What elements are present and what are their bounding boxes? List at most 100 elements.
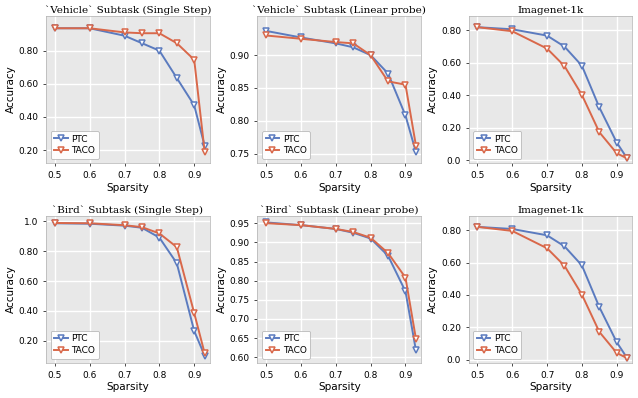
TACO	[51, 220, 59, 225]
PTC	[350, 45, 357, 50]
PTC	[384, 254, 392, 258]
PTC	[508, 27, 516, 32]
X-axis label: Sparsity: Sparsity	[529, 183, 572, 193]
TACO	[412, 336, 420, 341]
PTC	[613, 340, 621, 345]
PTC	[367, 53, 375, 58]
PTC	[86, 26, 94, 31]
PTC	[138, 225, 145, 230]
Legend: PTC, TACO: PTC, TACO	[473, 131, 521, 159]
PTC	[332, 41, 339, 46]
TACO	[297, 223, 305, 228]
TACO	[262, 221, 270, 226]
TACO	[595, 130, 603, 135]
TACO	[543, 46, 551, 51]
TACO	[508, 228, 516, 233]
Title: `Bird` Subtask (Linear probe): `Bird` Subtask (Linear probe)	[260, 205, 419, 215]
PTC	[332, 226, 339, 231]
TACO	[595, 330, 603, 334]
TACO	[201, 351, 209, 356]
PTC	[473, 224, 481, 229]
TACO	[613, 151, 621, 156]
PTC	[51, 26, 59, 31]
Y-axis label: Accuracy: Accuracy	[428, 66, 438, 113]
TACO	[367, 235, 375, 240]
PTC	[297, 35, 305, 40]
TACO	[613, 351, 621, 355]
PTC	[121, 223, 128, 228]
PTC	[173, 261, 181, 265]
TACO	[332, 40, 339, 45]
X-axis label: Sparsity: Sparsity	[107, 382, 149, 392]
Y-axis label: Accuracy: Accuracy	[6, 66, 15, 113]
X-axis label: Sparsity: Sparsity	[107, 183, 149, 193]
Title: Imagenet-1k: Imagenet-1k	[517, 6, 584, 15]
PTC	[402, 289, 410, 294]
Y-axis label: Accuracy: Accuracy	[428, 265, 438, 313]
TACO	[138, 225, 145, 230]
TACO	[297, 36, 305, 41]
PTC	[613, 140, 621, 145]
PTC	[156, 235, 163, 240]
PTC	[201, 353, 209, 358]
PTC	[595, 105, 603, 110]
Title: Imagenet-1k: Imagenet-1k	[517, 206, 584, 215]
Line: PTC: PTC	[474, 224, 630, 361]
TACO	[51, 26, 59, 31]
TACO	[578, 292, 586, 297]
TACO	[473, 224, 481, 229]
Line: PTC: PTC	[263, 219, 419, 353]
TACO	[561, 64, 568, 68]
TACO	[402, 275, 410, 280]
TACO	[561, 263, 568, 268]
PTC	[86, 221, 94, 226]
TACO	[201, 149, 209, 154]
PTC	[578, 263, 586, 268]
Legend: PTC, TACO: PTC, TACO	[50, 331, 99, 359]
PTC	[297, 223, 305, 228]
PTC	[561, 244, 568, 249]
PTC	[138, 41, 145, 45]
PTC	[173, 76, 181, 80]
Title: `Bird` Subtask (Single Step): `Bird` Subtask (Single Step)	[52, 205, 204, 215]
TACO	[121, 223, 128, 228]
TACO	[623, 356, 631, 361]
PTC	[623, 356, 631, 361]
Y-axis label: Accuracy: Accuracy	[217, 265, 227, 313]
Line: PTC: PTC	[263, 28, 419, 155]
PTC	[473, 25, 481, 29]
Line: PTC: PTC	[52, 25, 208, 149]
PTC	[561, 44, 568, 49]
TACO	[350, 41, 357, 46]
Legend: PTC, TACO: PTC, TACO	[262, 131, 310, 159]
TACO	[86, 221, 94, 226]
Y-axis label: Accuracy: Accuracy	[6, 265, 15, 313]
TACO	[578, 93, 586, 98]
X-axis label: Sparsity: Sparsity	[318, 183, 360, 193]
PTC	[412, 150, 420, 154]
TACO	[473, 25, 481, 29]
Line: PTC: PTC	[52, 220, 208, 359]
TACO	[156, 31, 163, 36]
TACO	[367, 53, 375, 58]
TACO	[156, 231, 163, 236]
PTC	[51, 221, 59, 226]
PTC	[412, 348, 420, 353]
TACO	[402, 82, 410, 87]
TACO	[173, 41, 181, 45]
Legend: PTC, TACO: PTC, TACO	[473, 331, 521, 359]
PTC	[367, 236, 375, 241]
TACO	[121, 30, 128, 35]
Line: PTC: PTC	[474, 24, 630, 162]
PTC	[190, 103, 198, 108]
PTC	[578, 63, 586, 68]
TACO	[350, 230, 357, 234]
TACO	[86, 26, 94, 31]
PTC	[543, 233, 551, 238]
PTC	[156, 48, 163, 53]
TACO	[543, 246, 551, 251]
TACO	[190, 311, 198, 316]
X-axis label: Sparsity: Sparsity	[318, 382, 360, 392]
PTC	[402, 113, 410, 118]
X-axis label: Sparsity: Sparsity	[529, 382, 572, 392]
